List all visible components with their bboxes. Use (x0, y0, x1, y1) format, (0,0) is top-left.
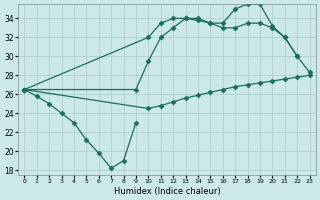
X-axis label: Humidex (Indice chaleur): Humidex (Indice chaleur) (114, 187, 220, 196)
